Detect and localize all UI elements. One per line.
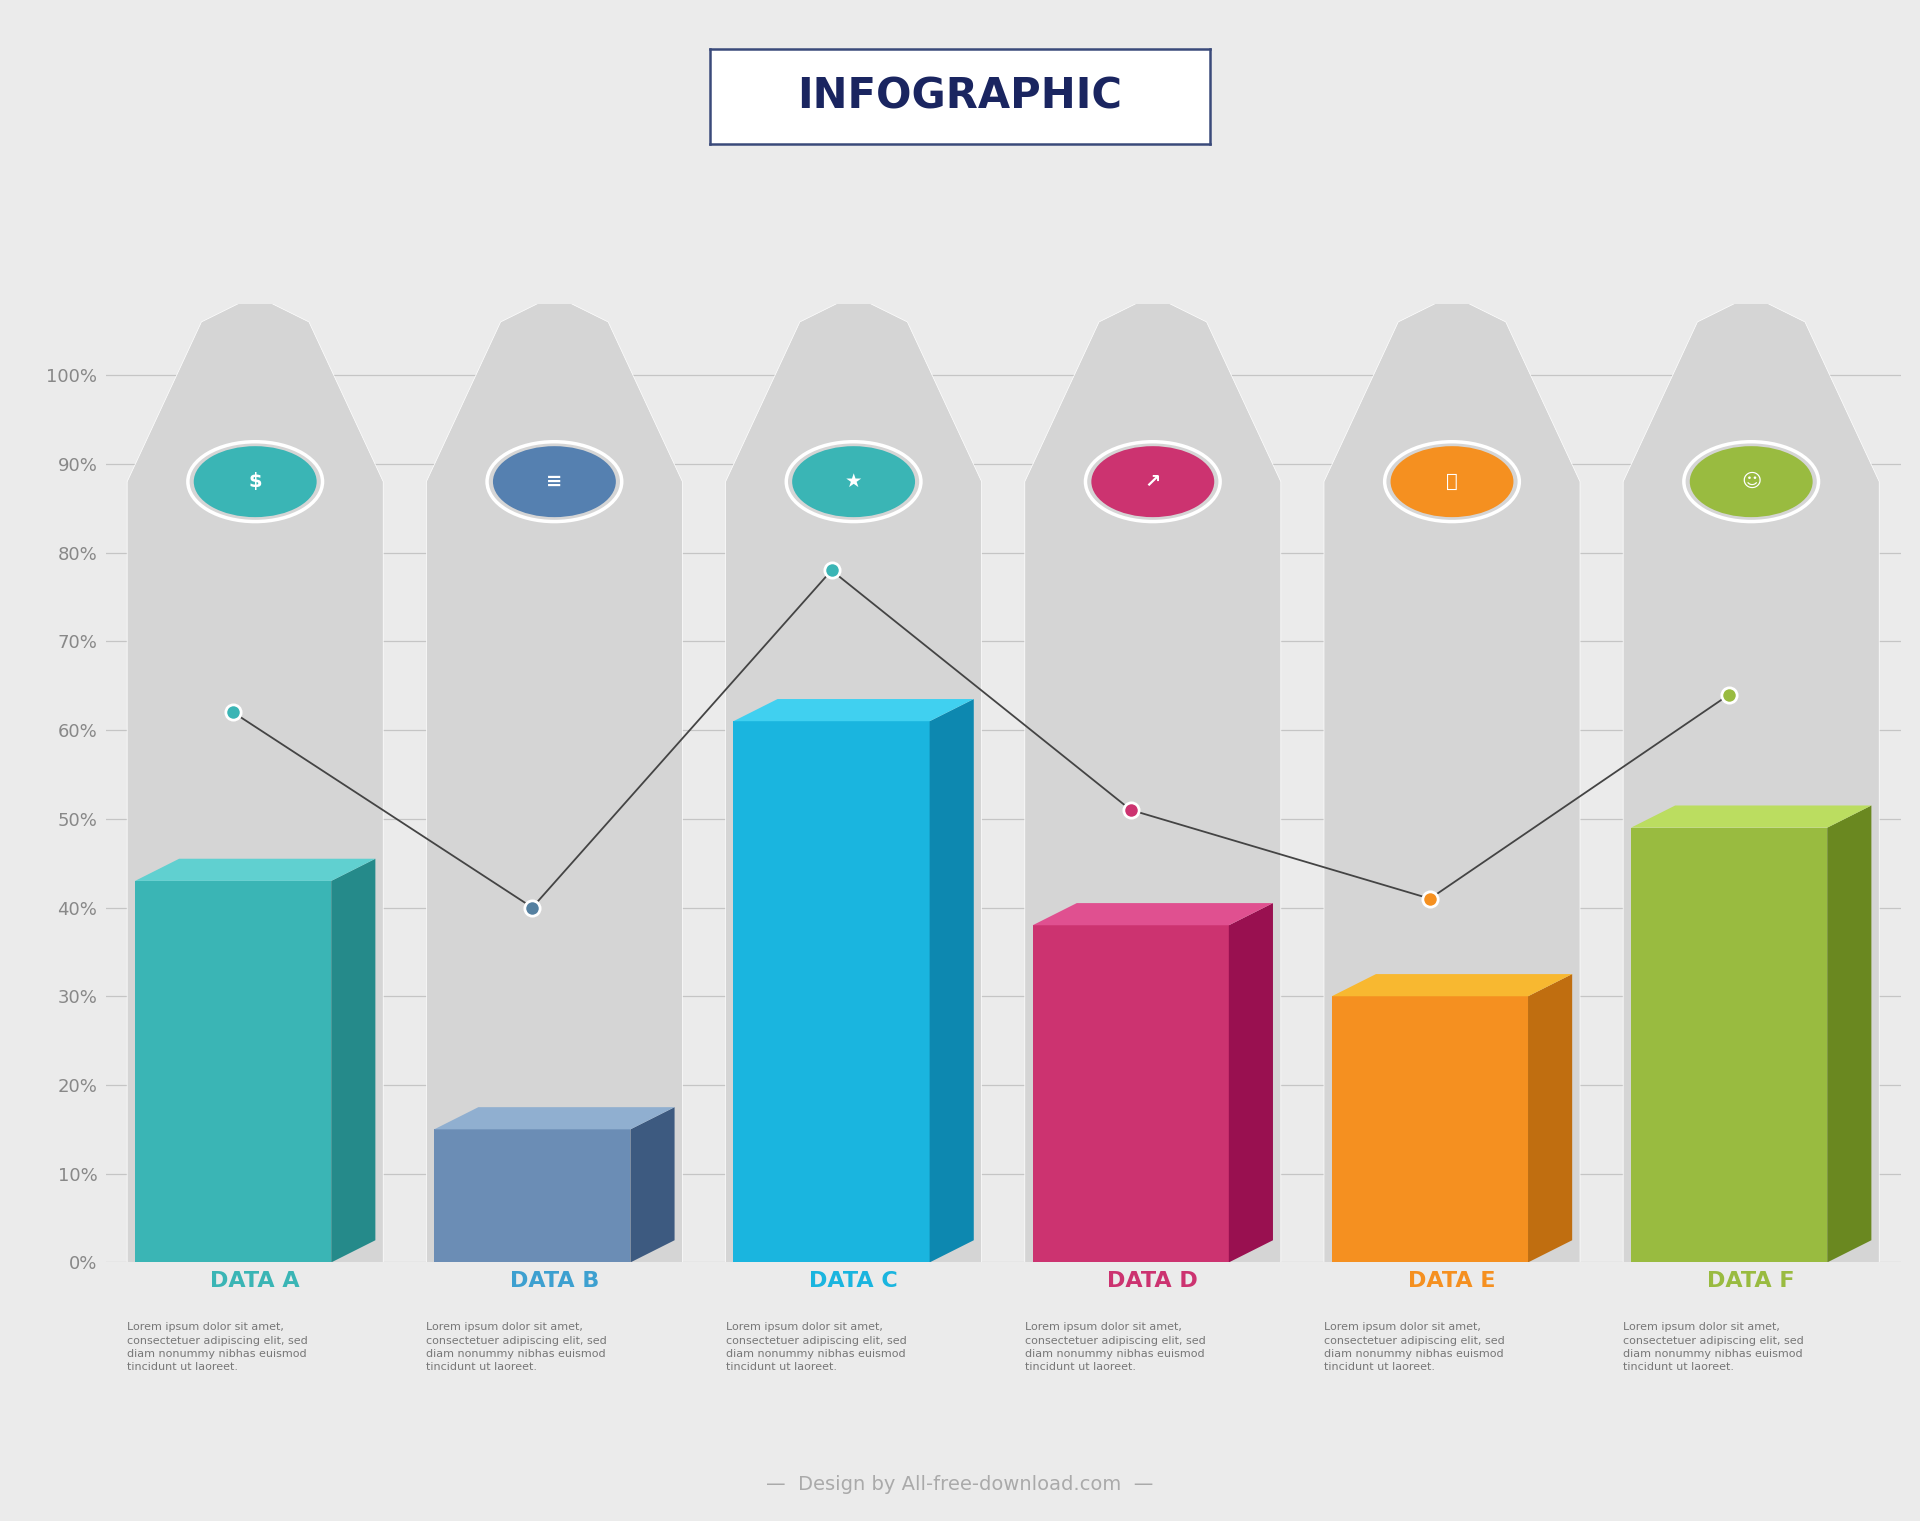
Text: ★: ★	[845, 472, 862, 491]
Text: DATA F: DATA F	[1707, 1272, 1795, 1291]
Text: ⏰: ⏰	[1446, 472, 1457, 491]
Polygon shape	[127, 295, 384, 1262]
Ellipse shape	[1091, 446, 1213, 517]
Text: ≡: ≡	[545, 472, 563, 491]
Ellipse shape	[493, 446, 616, 517]
Polygon shape	[434, 1129, 630, 1262]
Text: Lorem ipsum dolor sit amet,
consectetuer adipiscing elit, sed
diam nonummy nibha: Lorem ipsum dolor sit amet, consectetuer…	[1622, 1322, 1805, 1372]
Text: Lorem ipsum dolor sit amet,
consectetuer adipiscing elit, sed
diam nonummy nibha: Lorem ipsum dolor sit amet, consectetuer…	[426, 1322, 607, 1372]
Text: ☺: ☺	[1741, 472, 1761, 491]
Text: DATA A: DATA A	[211, 1272, 300, 1291]
Polygon shape	[1033, 903, 1273, 925]
Text: INFOGRAPHIC: INFOGRAPHIC	[797, 76, 1123, 117]
Polygon shape	[434, 1107, 674, 1129]
Text: DATA E: DATA E	[1407, 1272, 1496, 1291]
Ellipse shape	[194, 446, 317, 517]
Polygon shape	[1630, 806, 1872, 827]
Text: Lorem ipsum dolor sit amet,
consectetuer adipiscing elit, sed
diam nonummy nibha: Lorem ipsum dolor sit amet, consectetuer…	[726, 1322, 906, 1372]
Text: ↗: ↗	[1144, 472, 1162, 491]
Polygon shape	[726, 295, 981, 1262]
Polygon shape	[929, 700, 973, 1262]
Ellipse shape	[793, 446, 916, 517]
Polygon shape	[1229, 903, 1273, 1262]
Polygon shape	[733, 721, 929, 1262]
Polygon shape	[1325, 295, 1580, 1262]
Text: Lorem ipsum dolor sit amet,
consectetuer adipiscing elit, sed
diam nonummy nibha: Lorem ipsum dolor sit amet, consectetuer…	[1325, 1322, 1505, 1372]
Polygon shape	[1630, 827, 1828, 1262]
Polygon shape	[1828, 806, 1872, 1262]
Polygon shape	[1332, 996, 1528, 1262]
Text: Lorem ipsum dolor sit amet,
consectetuer adipiscing elit, sed
diam nonummy nibha: Lorem ipsum dolor sit amet, consectetuer…	[1025, 1322, 1206, 1372]
Text: DATA C: DATA C	[808, 1272, 899, 1291]
Polygon shape	[1033, 925, 1229, 1262]
Ellipse shape	[1690, 446, 1812, 517]
Polygon shape	[1025, 295, 1281, 1262]
Text: —  Design by All-free-download.com  —: — Design by All-free-download.com —	[766, 1475, 1154, 1494]
Polygon shape	[630, 1107, 674, 1262]
Polygon shape	[426, 295, 682, 1262]
Polygon shape	[1332, 973, 1572, 996]
Text: DATA B: DATA B	[509, 1272, 599, 1291]
Polygon shape	[1622, 295, 1880, 1262]
Text: $: $	[248, 472, 261, 491]
Ellipse shape	[1390, 446, 1513, 517]
Polygon shape	[332, 859, 376, 1262]
Polygon shape	[134, 881, 332, 1262]
Polygon shape	[134, 859, 376, 881]
Text: Lorem ipsum dolor sit amet,
consectetuer adipiscing elit, sed
diam nonummy nibha: Lorem ipsum dolor sit amet, consectetuer…	[127, 1322, 307, 1372]
Polygon shape	[733, 700, 973, 721]
Text: DATA D: DATA D	[1108, 1272, 1198, 1291]
Polygon shape	[1528, 973, 1572, 1262]
